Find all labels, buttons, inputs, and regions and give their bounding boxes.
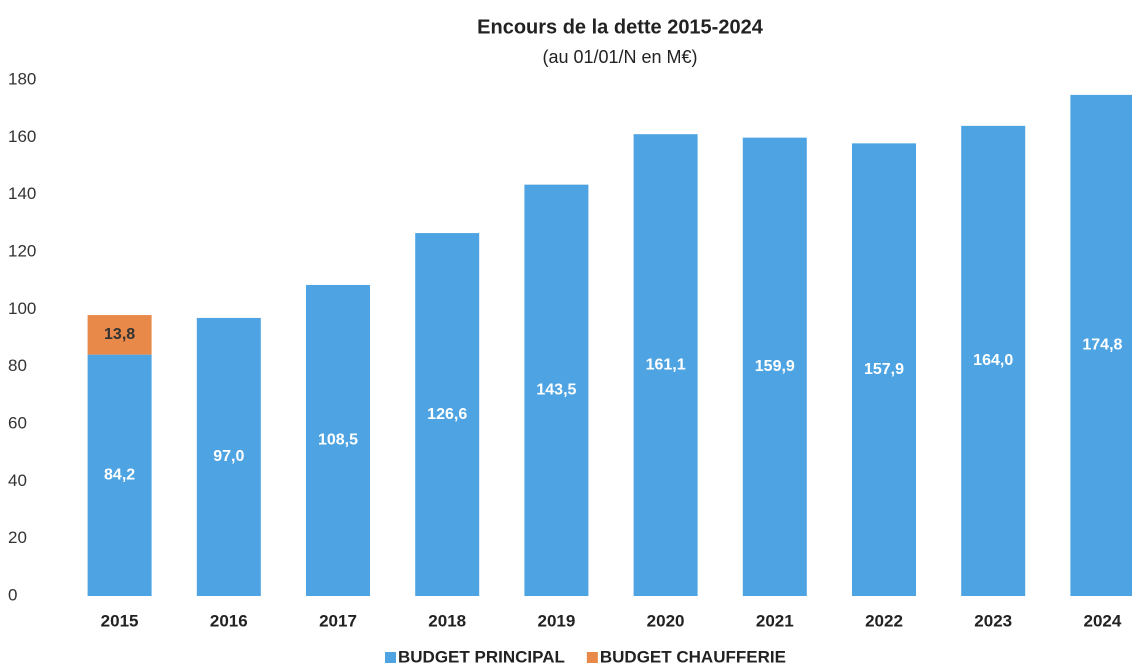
y-tick-label: 160: [8, 127, 36, 146]
y-tick-label: 0: [8, 585, 17, 604]
value-label: 161,1: [646, 356, 686, 373]
y-tick-label: 60: [8, 413, 27, 432]
bar-segment: [961, 125, 1026, 596]
chart-subtitle: (au 01/01/N en M€): [542, 47, 697, 67]
x-tick-label: 2024: [1083, 611, 1121, 630]
legend-swatch: [385, 652, 396, 663]
x-tick-label: 2021: [756, 611, 794, 630]
bar-segment: [633, 134, 698, 596]
x-tick-label: 2017: [319, 611, 357, 630]
bar-segment: [415, 233, 480, 596]
y-tick-label: 100: [8, 299, 36, 318]
bar-segment: [196, 317, 261, 596]
legend-label: BUDGET CHAUFFERIE: [600, 647, 786, 666]
bar-segment: [524, 184, 589, 596]
legend-swatch: [586, 652, 598, 663]
x-tick-label: 2016: [210, 611, 248, 630]
x-tick-label: 2015: [101, 611, 139, 630]
chart-title: Encours de la dette 2015-2024: [477, 16, 764, 38]
bar-segment: [87, 354, 152, 596]
bar-segment: [1070, 94, 1132, 596]
x-tick-label: 2023: [974, 611, 1012, 630]
value-label: 126,6: [427, 406, 467, 423]
value-label: 13,8: [104, 326, 135, 343]
x-tick-label: 2018: [428, 611, 466, 630]
y-tick-label: 20: [8, 528, 27, 547]
y-tick-label: 80: [8, 356, 27, 375]
value-label: 84,2: [104, 467, 135, 484]
value-label: 157,9: [864, 361, 904, 378]
bar-segment: [306, 284, 370, 596]
bar-segment: [852, 143, 916, 596]
y-tick-label: 180: [8, 69, 36, 88]
x-tick-label: 2020: [647, 611, 685, 630]
value-label: 164,0: [973, 352, 1013, 369]
value-label: 108,5: [318, 432, 358, 449]
y-tick-label: 120: [8, 241, 36, 260]
value-label: 174,8: [1082, 337, 1122, 354]
y-tick-label: 40: [8, 471, 27, 490]
bar-segment: [742, 137, 807, 596]
legend-label: BUDGET PRINCIPAL: [398, 647, 565, 666]
bar-segment: [87, 315, 152, 355]
value-label: 143,5: [536, 382, 576, 399]
x-tick-label: 2019: [537, 611, 575, 630]
y-tick-label: 140: [8, 184, 36, 203]
value-label: 159,9: [755, 358, 795, 375]
x-tick-label: 2022: [865, 611, 903, 630]
value-label: 97,0: [213, 448, 244, 465]
